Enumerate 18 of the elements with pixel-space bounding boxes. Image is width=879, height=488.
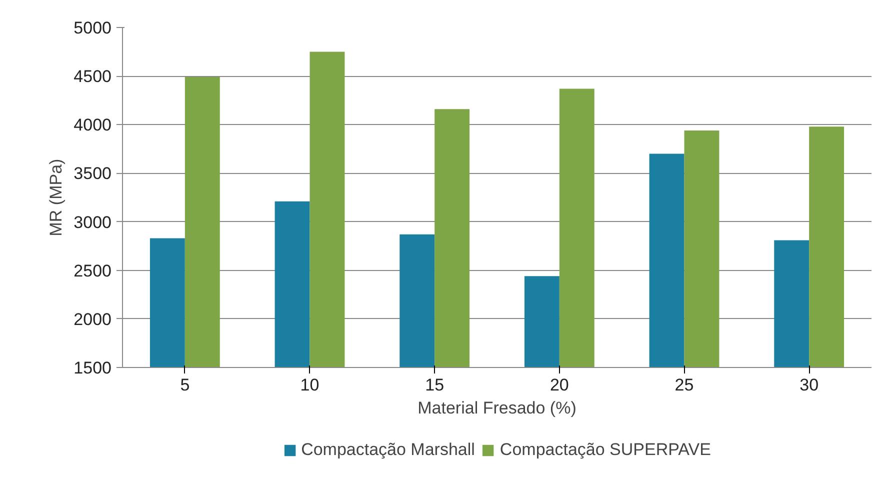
legend-label: Compactação Marshall [301,440,475,460]
x-tick-label: 30 [800,376,819,394]
y-tick-label: 3500 [74,164,112,184]
y-tick-label: 2500 [74,261,112,280]
x-tick-label: 10 [300,376,320,394]
x-axis-title: Material Fresado (%) [418,398,576,418]
x-tick-label: 25 [674,376,694,394]
legend-label: Compactação SUPERPAVE [500,440,711,460]
y-axis-title: MR (MPa) [46,158,66,236]
y-tick-label: 4500 [74,67,112,86]
y-tick-label: 5000 [74,18,112,38]
x-tick-label: 5 [180,376,190,394]
y-tick-label: 1500 [74,358,112,378]
x-tick-label: 20 [550,376,569,394]
y-tick-label: 4000 [74,116,112,135]
x-tick-label: 15 [425,376,444,394]
y-tick-label: 2000 [74,310,112,329]
y-tick-label: 3000 [74,212,112,232]
